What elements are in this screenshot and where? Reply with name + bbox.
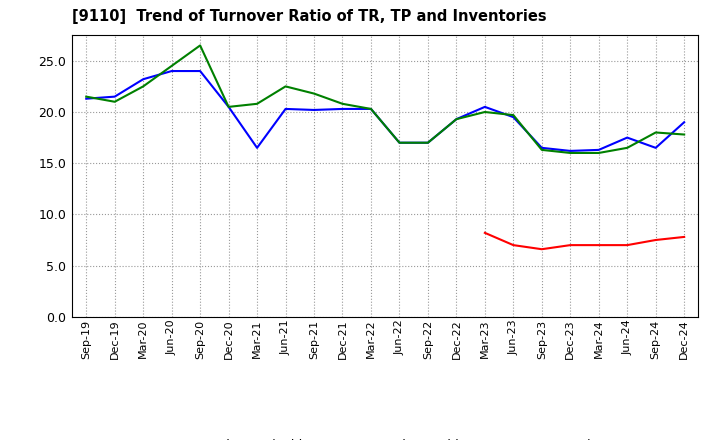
Legend: Trade Receivables, Trade Payables, Inventories: Trade Receivables, Trade Payables, Inven… xyxy=(161,434,610,440)
Text: [9110]  Trend of Turnover Ratio of TR, TP and Inventories: [9110] Trend of Turnover Ratio of TR, TP… xyxy=(72,9,546,24)
